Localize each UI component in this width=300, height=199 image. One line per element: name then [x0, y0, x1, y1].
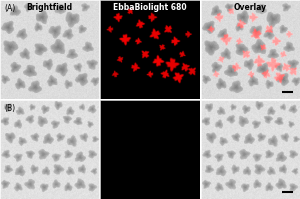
Text: EbbaBiolight 680: EbbaBiolight 680 [113, 3, 187, 12]
Text: (B): (B) [4, 104, 15, 113]
Text: Brightfield: Brightfield [27, 3, 73, 12]
Text: Overlay: Overlay [234, 3, 267, 12]
Text: (A): (A) [4, 4, 15, 13]
